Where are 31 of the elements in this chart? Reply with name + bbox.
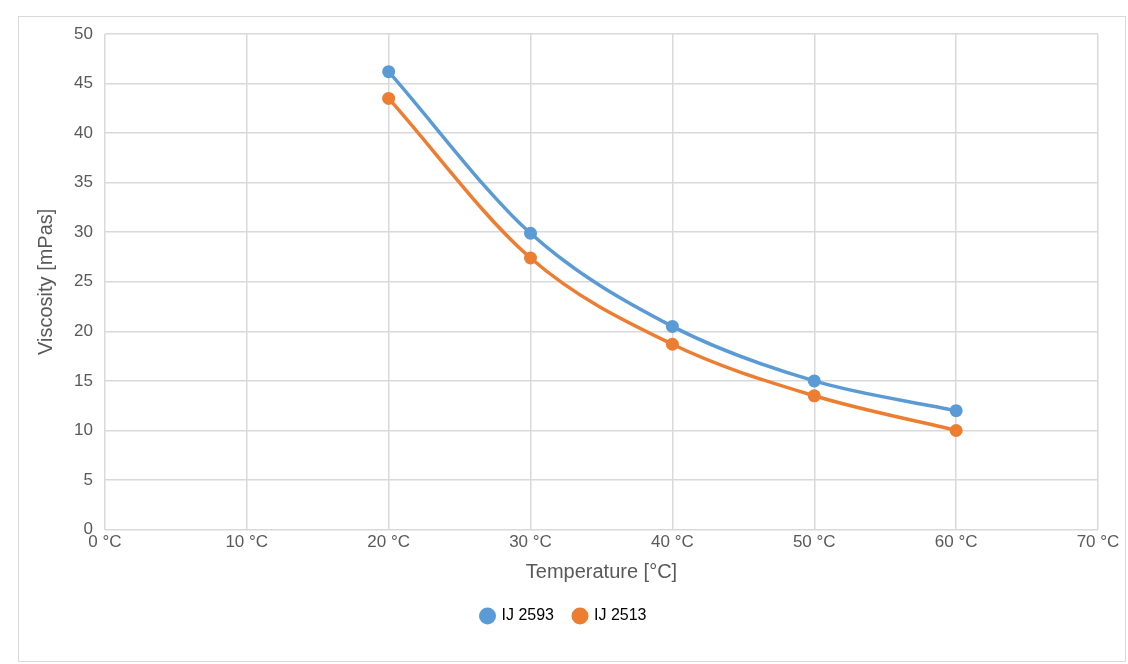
- point: [665, 337, 679, 351]
- y-tick-label: 35: [73, 172, 93, 192]
- point: [524, 226, 538, 240]
- y-tick-label: 5: [83, 469, 93, 489]
- x-tick-label: 50 °C: [792, 532, 836, 552]
- point: [382, 65, 396, 79]
- y-tick-label: 45: [73, 73, 93, 93]
- x-tick-label: 30 °C: [509, 532, 552, 552]
- legend-label: IJ 2593: [501, 606, 555, 624]
- y-tick-label: 25: [73, 271, 93, 291]
- y-tick-label: 30: [73, 221, 93, 241]
- y-axis-title: Viscosity [mPas]: [33, 208, 56, 355]
- point: [949, 423, 963, 437]
- y-tick-label: 10: [73, 420, 93, 440]
- x-tick-label: 60 °C: [934, 532, 978, 552]
- legend-label: IJ 2513: [594, 606, 647, 624]
- point: [807, 374, 821, 388]
- x-tick-label: 70 °C: [1076, 532, 1120, 552]
- y-tick-label: 20: [73, 321, 93, 341]
- point: [382, 91, 396, 105]
- x-tick-label: 20 °C: [367, 532, 411, 552]
- x-tick-label: 40 °C: [651, 532, 694, 552]
- y-tick-label: 40: [73, 122, 93, 142]
- point: [524, 251, 538, 265]
- y-tick-label: 15: [73, 370, 93, 390]
- point: [949, 404, 963, 418]
- x-tick-label: 10 °C: [225, 532, 269, 552]
- point: [807, 389, 821, 403]
- x-axis-title: Temperature [°C]: [525, 559, 678, 582]
- point: [665, 319, 679, 333]
- y-tick-label: 50: [73, 23, 93, 43]
